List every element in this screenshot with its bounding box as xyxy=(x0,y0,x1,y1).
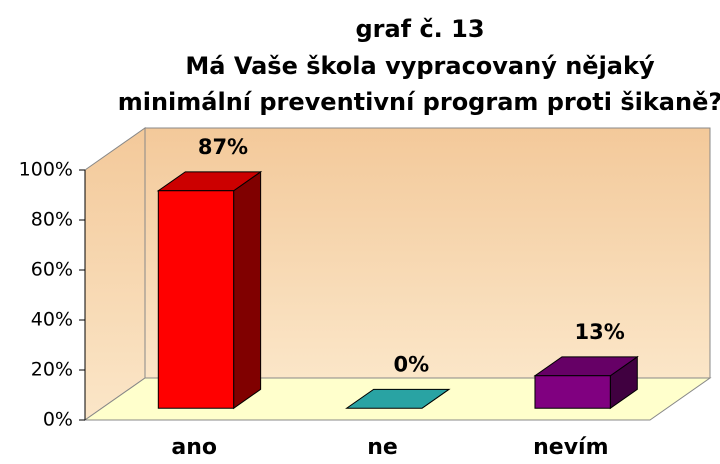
x-tick-label: ano xyxy=(171,435,217,460)
y-tick-label: 20% xyxy=(31,359,73,381)
bar xyxy=(157,190,235,409)
bar-top xyxy=(345,388,451,409)
x-tick-label: ne xyxy=(367,435,398,460)
value-label: 13% xyxy=(575,320,625,344)
chart-title: minimální preventivní program proti šika… xyxy=(118,88,720,116)
y-tick-label: 0% xyxy=(43,409,73,431)
y-tick-label: 40% xyxy=(31,309,73,331)
value-label: 87% xyxy=(198,135,248,159)
value-label: 0% xyxy=(393,352,429,376)
chart-title: Má Vaše škola vypracovaný nějaký xyxy=(185,52,655,80)
y-tick-label: 80% xyxy=(31,209,73,231)
bar-side xyxy=(233,170,262,410)
bar xyxy=(534,375,611,409)
y-tick-label: 60% xyxy=(31,259,73,281)
chart-title: graf č. 13 xyxy=(355,15,484,43)
y-tick-label: 100% xyxy=(19,159,73,181)
side-wall xyxy=(84,127,146,421)
x-tick-label: nevím xyxy=(533,435,608,460)
